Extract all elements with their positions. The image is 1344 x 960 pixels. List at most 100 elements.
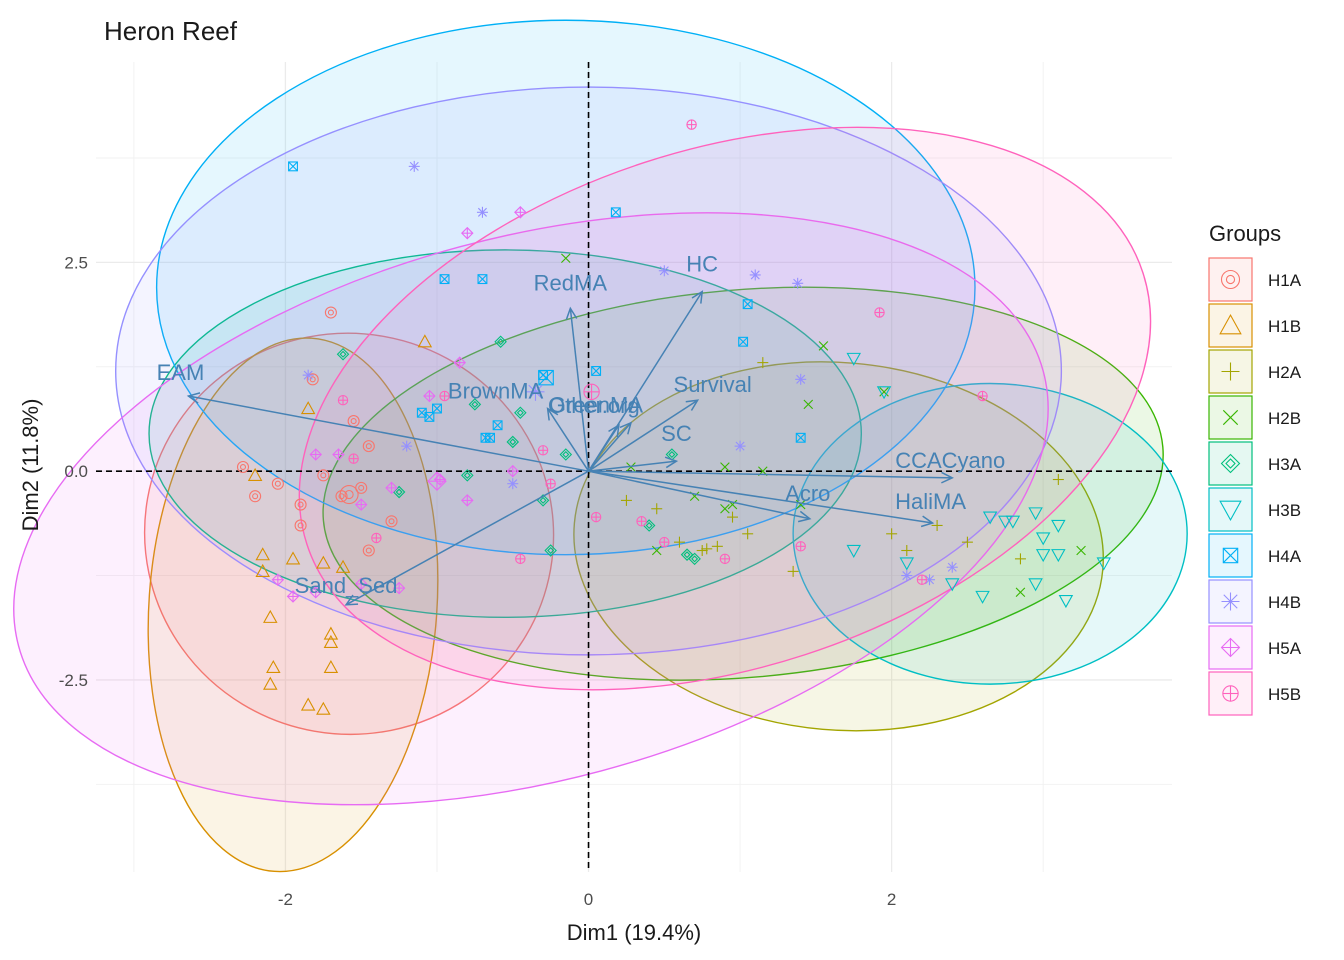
legend-symbol bbox=[1220, 269, 1241, 290]
marker-triangle bbox=[323, 626, 339, 640]
point-h5a bbox=[506, 464, 520, 478]
y-axis-title: Dim2 (11.8%) bbox=[18, 399, 43, 532]
arrowhead-sc bbox=[664, 456, 679, 469]
point-h5b bbox=[348, 453, 359, 464]
centroid-h1a bbox=[339, 485, 359, 505]
marker-stroke bbox=[439, 274, 450, 284]
marker-square bbox=[439, 274, 450, 285]
point-h4b bbox=[401, 440, 413, 452]
marker-stroke bbox=[303, 370, 313, 380]
marker-triangle bbox=[1058, 594, 1074, 609]
point-h5b bbox=[439, 390, 450, 402]
point-h2a bbox=[931, 519, 943, 531]
point-h3b bbox=[1051, 519, 1066, 533]
point-h3b bbox=[944, 578, 960, 592]
legend-symbol bbox=[1219, 314, 1242, 335]
point-h4b bbox=[476, 206, 488, 218]
marker-triangle bbox=[323, 634, 339, 648]
point-h4a bbox=[610, 207, 621, 218]
legend-item-h4b: H4B bbox=[1208, 579, 1301, 624]
legend-symbol bbox=[1219, 500, 1242, 521]
marker-diamond bbox=[559, 448, 573, 461]
point-h4a bbox=[738, 336, 749, 347]
marker-stroke bbox=[925, 575, 935, 585]
marker-square bbox=[416, 407, 427, 418]
marker-stroke bbox=[659, 266, 669, 276]
point-h3b bbox=[846, 352, 862, 366]
marker-triangle bbox=[323, 659, 339, 674]
marker-diamond bbox=[1220, 453, 1241, 474]
point-h1b bbox=[255, 563, 270, 577]
centroid-h4a bbox=[538, 369, 554, 386]
marker-ring bbox=[388, 518, 395, 525]
marker-ring bbox=[365, 547, 372, 554]
point-h1a bbox=[362, 440, 375, 453]
marker-square bbox=[610, 207, 621, 218]
marker-diamond bbox=[336, 347, 350, 361]
point-h3a bbox=[336, 347, 350, 361]
point-h3a bbox=[514, 406, 527, 419]
y-tick-label: 2.5 bbox=[64, 253, 88, 272]
marker-ring bbox=[1220, 269, 1241, 290]
marker-triangle bbox=[335, 559, 351, 573]
marker-diamond bbox=[691, 555, 699, 563]
marker-diamond bbox=[1225, 458, 1236, 469]
point-h2b bbox=[1076, 545, 1086, 556]
legend-item-h1a: H1A bbox=[1208, 257, 1302, 302]
arrow-redma bbox=[569, 308, 590, 472]
marker-ring bbox=[324, 306, 337, 319]
point-h4a bbox=[485, 432, 495, 443]
legend-label: H5A bbox=[1268, 639, 1302, 658]
point-h3b bbox=[1096, 557, 1112, 571]
marker-triangle bbox=[255, 547, 270, 561]
point-h5a bbox=[514, 206, 527, 219]
marker-triangle bbox=[316, 555, 331, 569]
marker-triangle bbox=[1035, 532, 1051, 546]
point-h1a bbox=[271, 477, 284, 490]
legend-label: H5B bbox=[1268, 685, 1301, 704]
legend-item-h5a: H5A bbox=[1208, 625, 1302, 670]
point-h2a bbox=[1052, 474, 1064, 486]
point-h1b bbox=[266, 659, 281, 674]
arrowhead-ccacyano bbox=[941, 471, 954, 484]
marker-diamond bbox=[562, 450, 570, 459]
point-h1a bbox=[306, 373, 319, 386]
variable-label: Acro bbox=[785, 481, 830, 506]
point-h2b bbox=[879, 387, 889, 397]
point-h3b bbox=[899, 557, 915, 571]
arrowhead-sand_sed bbox=[344, 594, 359, 606]
x-tick-label: 0 bbox=[584, 890, 593, 909]
centroid-h4b bbox=[526, 382, 545, 401]
legend-symbol bbox=[1222, 547, 1239, 564]
point-h4b bbox=[946, 561, 958, 573]
variable-label: SC bbox=[661, 421, 692, 446]
marker-diamond bbox=[461, 469, 474, 482]
arrow-halima bbox=[588, 470, 933, 524]
point-h4b bbox=[658, 265, 670, 277]
marker-ring bbox=[294, 498, 307, 511]
variable-label: HaliMA bbox=[895, 489, 966, 514]
ellipse-h3b bbox=[792, 382, 1188, 685]
marker-stroke bbox=[409, 161, 419, 171]
marker-triangle bbox=[1028, 507, 1043, 521]
legend-label: H4A bbox=[1268, 547, 1302, 566]
marker-square bbox=[432, 403, 442, 414]
arrow-sand_sed bbox=[345, 470, 589, 606]
marker-diamond bbox=[683, 551, 691, 559]
point-h2b bbox=[818, 341, 829, 351]
point-h5b bbox=[337, 394, 349, 406]
point-h1b bbox=[323, 634, 339, 648]
point-h4b bbox=[795, 373, 807, 385]
point-h5a bbox=[423, 389, 436, 403]
legend-label: H2B bbox=[1268, 409, 1301, 428]
y-tick-label: -2.5 bbox=[59, 671, 88, 690]
point-h1b bbox=[316, 701, 331, 715]
marker-stroke bbox=[902, 571, 912, 581]
point-h5b bbox=[686, 119, 697, 130]
variable-label: Other.org bbox=[548, 393, 640, 418]
arrow-brownma bbox=[546, 408, 590, 472]
marker-triangle bbox=[1219, 314, 1242, 335]
point-h3a bbox=[494, 335, 507, 349]
point-h1b bbox=[247, 467, 263, 481]
